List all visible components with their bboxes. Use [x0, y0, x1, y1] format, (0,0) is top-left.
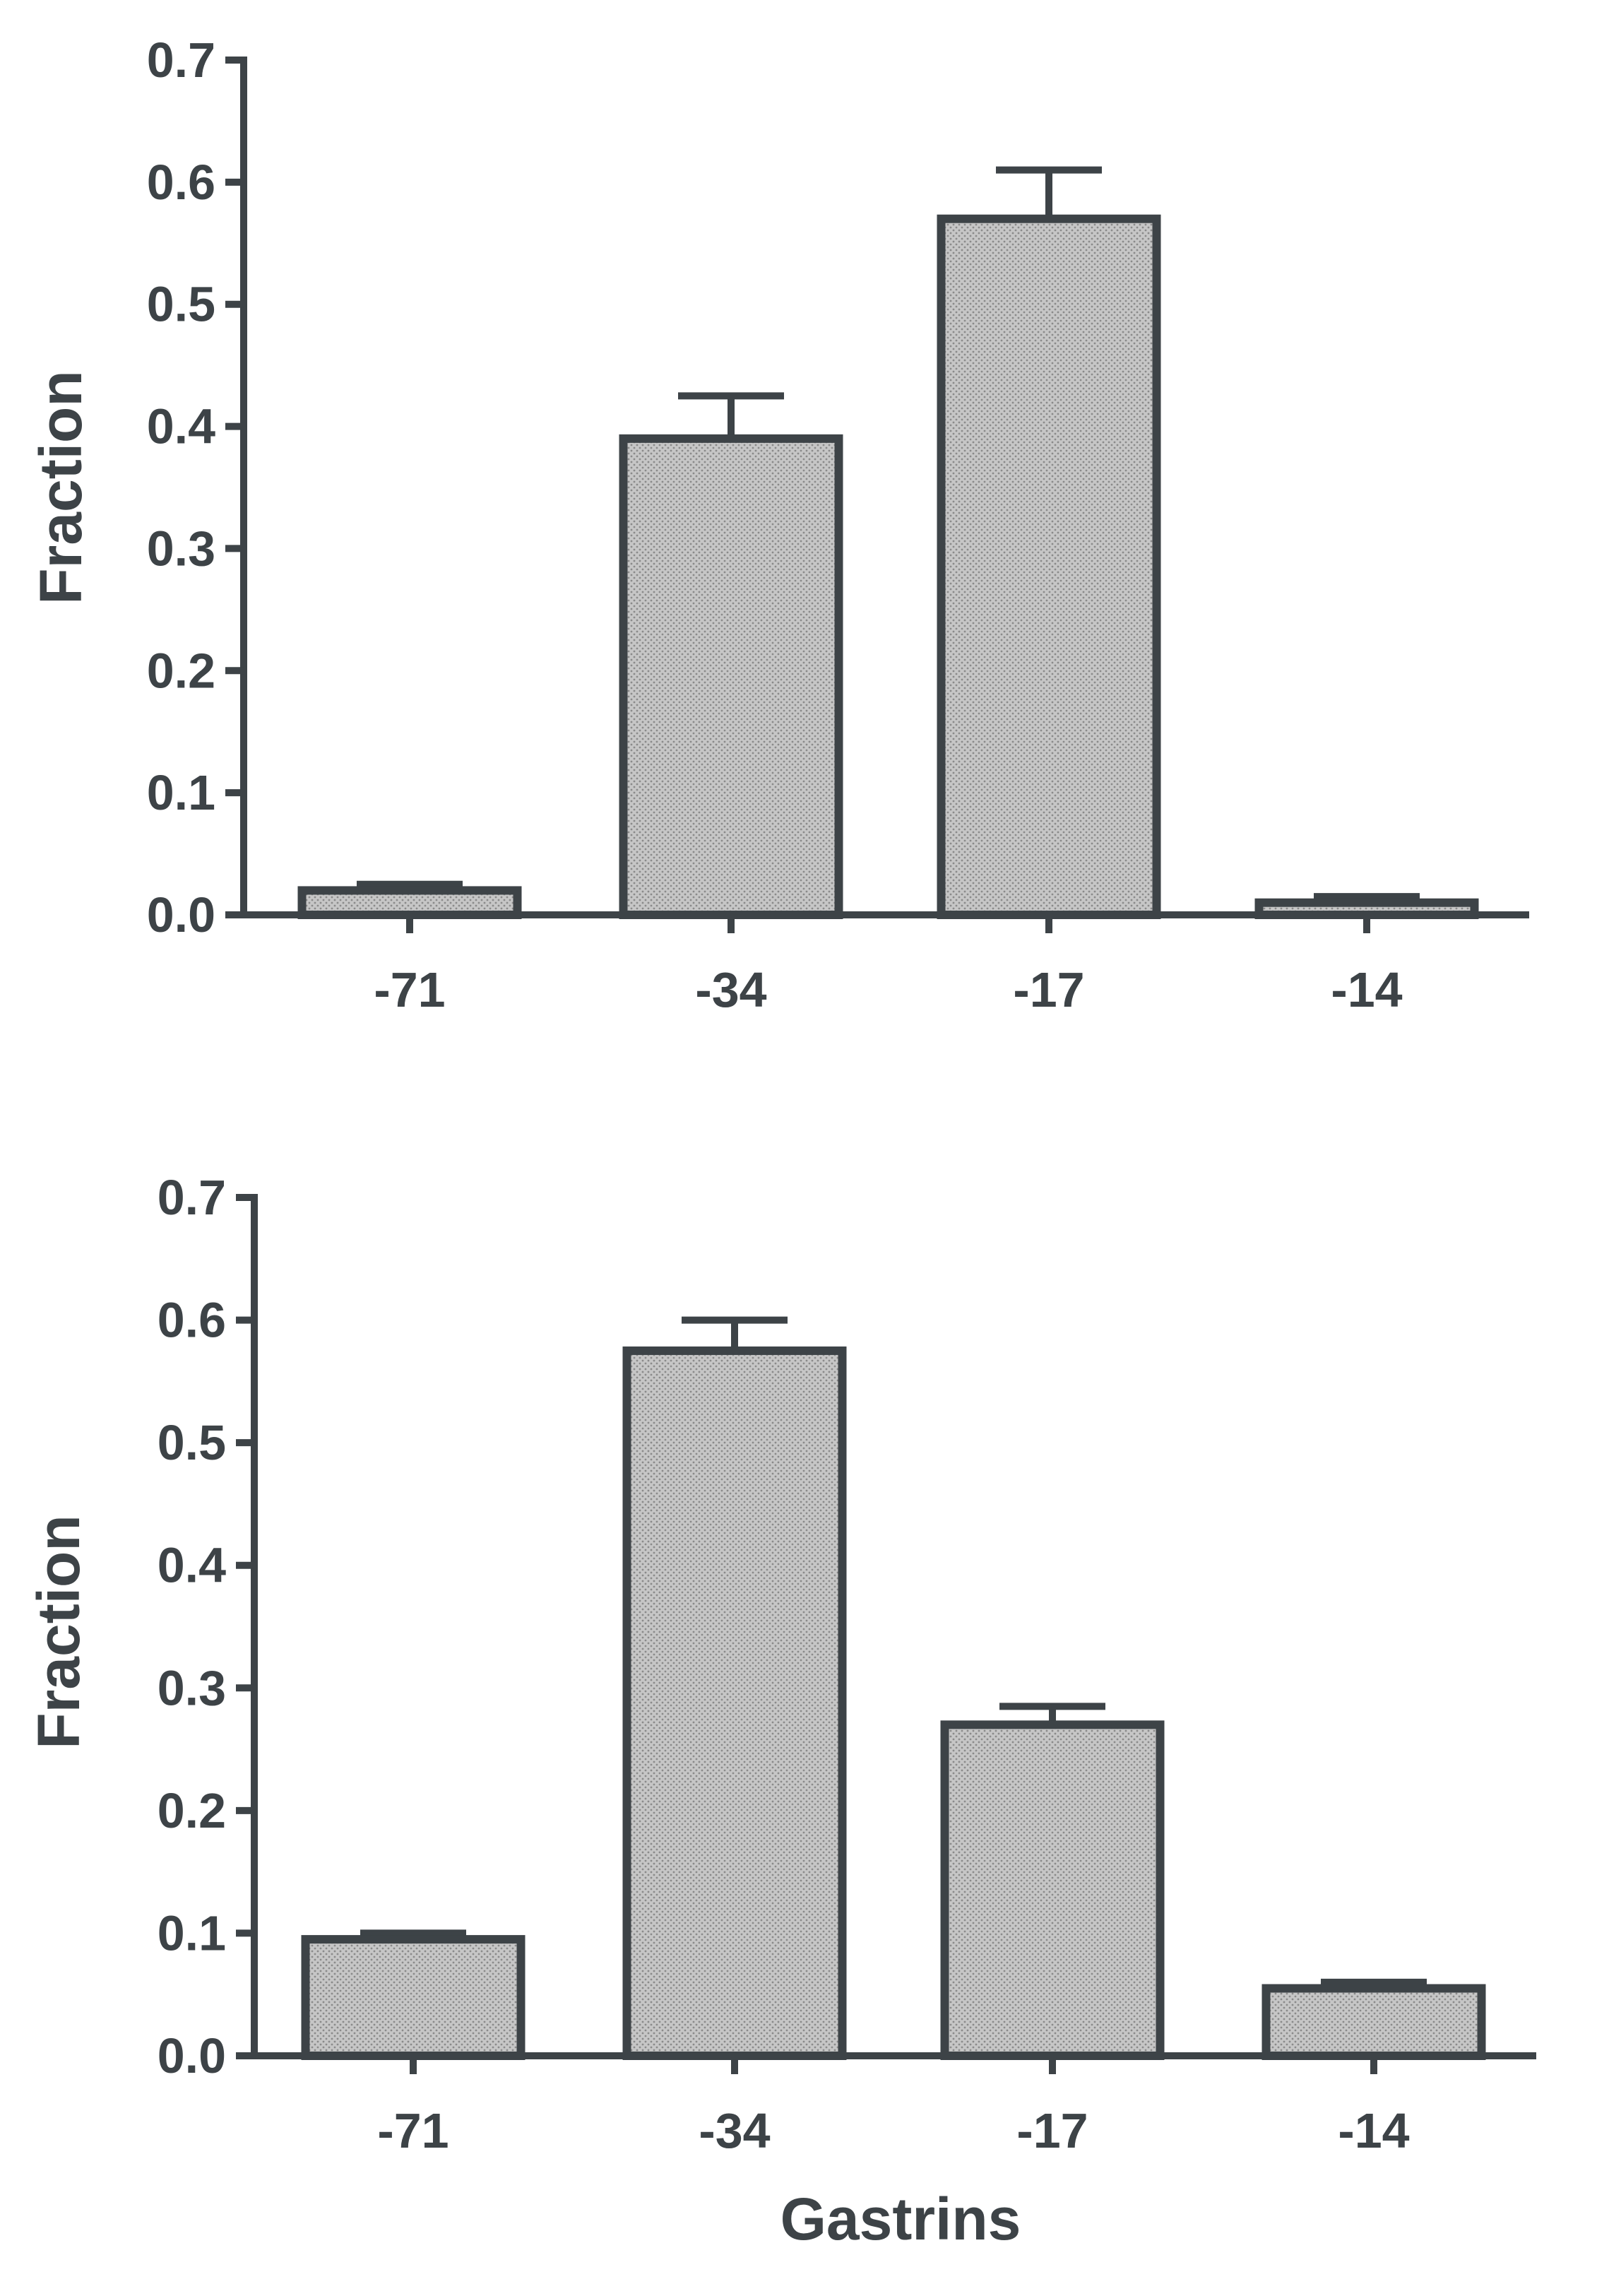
marks-bottom: 0.0 0.1 0.2 0.3 0.4 0.5 0.6 0.7 -71 -34 -17 -14 [158, 1170, 1536, 2158]
y-tick-label: 0.6 [147, 155, 215, 210]
y-tick-label: 0.4 [147, 399, 215, 454]
x-tick-label: -71 [377, 2103, 449, 2158]
x-tick-label: -17 [1016, 2103, 1088, 2158]
y-tick-label: 0.1 [147, 765, 215, 820]
y-tick-label: 0.3 [147, 521, 215, 576]
y-tick-label: 0.2 [158, 1783, 226, 1838]
y-tick-label: 0.0 [158, 2028, 226, 2083]
y-tick-label: 0.5 [158, 1415, 226, 1470]
y-tick-label: 0.2 [147, 643, 215, 698]
marks-top: 0.0 0.1 0.2 0.3 0.4 0.5 0.6 0.7 -71 -34 -17 -14 [147, 32, 1529, 1017]
bar-minus71 [301, 1935, 526, 2061]
y-tick-label: 0.0 [147, 887, 215, 942]
bar-minus17 [940, 1720, 1165, 2061]
y-tick-label: 0.5 [147, 277, 215, 332]
error-bar [682, 1316, 788, 1351]
x-tick-label: -71 [374, 962, 445, 1017]
x-tick-label: -14 [1331, 962, 1402, 1017]
x-tick-label: -34 [695, 962, 766, 1017]
x-tick-label: -17 [1013, 962, 1084, 1017]
y-tick-label: 0.4 [158, 1538, 226, 1593]
error-bar [996, 166, 1102, 219]
chart-bottom: Fraction Gastrins 0.00.10.20.30.40.50.60… [25, 1170, 1536, 2252]
chart-top: Fraction 0.0 0.1 0.2 0.3 0.4 0.5 0.6 0.7 -71 -34 -… [28, 32, 1529, 1017]
bar-minus34 [622, 1346, 847, 2060]
bar-minus34 [619, 434, 843, 919]
x-tick-label: -34 [699, 2103, 770, 2158]
y-tick-label: 0.1 [158, 1905, 226, 1960]
y-tick-label: 0.3 [158, 1660, 226, 1715]
x-tick-label: -14 [1338, 2103, 1409, 2158]
y-axis-title-bottom: Fraction [25, 1515, 92, 1748]
y-axis-title-top: Fraction [28, 370, 94, 604]
x-axis-title-bottom: Gastrins [780, 2186, 1021, 2252]
error-bar [678, 392, 784, 439]
bar-minus14 [1254, 898, 1479, 919]
bar-minus71 [297, 886, 522, 920]
y-tick-label: 0.6 [158, 1293, 226, 1348]
y-tick-label: 0.7 [158, 1170, 226, 1225]
y-tick-label: 0.7 [147, 32, 215, 88]
bar-minus17 [937, 214, 1161, 919]
bar-minus14 [1261, 1984, 1486, 2060]
